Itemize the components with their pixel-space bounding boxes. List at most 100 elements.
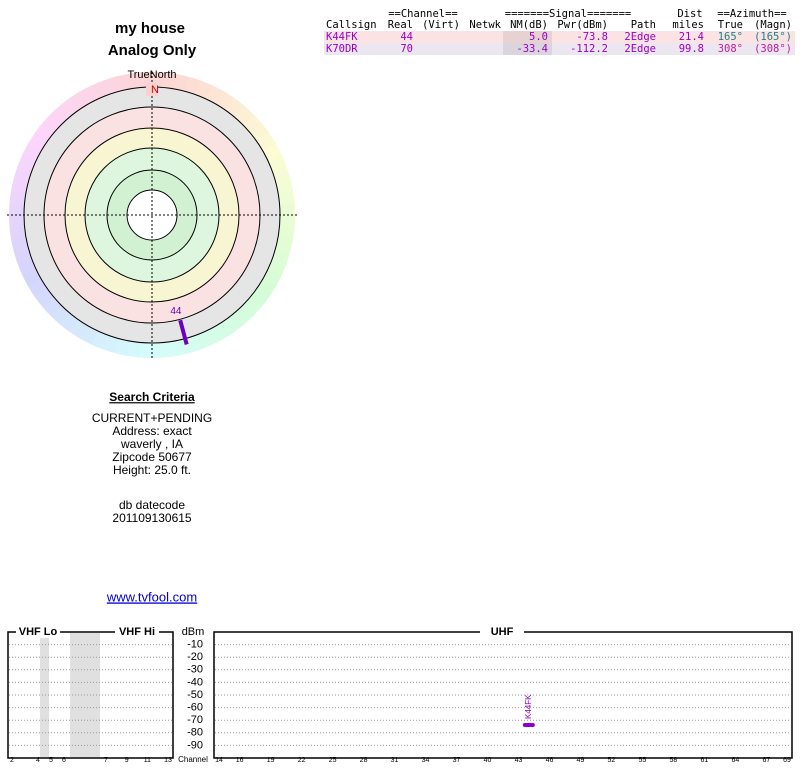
site-link[interactable]: www.tvfool.com [106, 589, 197, 604]
x-tick-label: 34 [422, 757, 430, 764]
datecode: 201109130615 [112, 511, 192, 525]
x-tick-label: 55 [639, 757, 647, 764]
gap-band [40, 633, 49, 757]
datecode-label: db datecode [119, 498, 185, 512]
x-tick-label: 19 [267, 757, 275, 764]
table-cell: -73.8 [576, 31, 608, 43]
station-label: 44 [170, 306, 182, 317]
x-tick-label: 52 [608, 757, 616, 764]
table-cell: (308°) [754, 43, 792, 55]
x-tick-label: 58 [670, 757, 678, 764]
criteria-line: waverly , IA [120, 437, 183, 451]
column-header: miles [672, 19, 704, 31]
y-axis-label: dBm [182, 626, 205, 638]
table-cell: K70DR [326, 43, 358, 55]
x-tick-label: 49 [577, 757, 585, 764]
x-tick-label: 9 [125, 757, 129, 764]
band-label-bg [16, 626, 60, 638]
y-tick-label: -80 [187, 727, 203, 739]
table-cell: 99.8 [679, 43, 704, 55]
north: N [151, 84, 159, 96]
band-label-bg [480, 626, 524, 638]
x-tick-label: 22 [298, 757, 306, 764]
row-bg [324, 43, 795, 55]
y-tick-label: -30 [187, 664, 203, 676]
x-tick-label: 11 [144, 757, 151, 764]
x-tick-label: 14 [215, 757, 223, 764]
table-cell: (165°) [754, 31, 792, 43]
band-label: VHF Hi [119, 626, 155, 638]
x-tick-label: 4 [36, 757, 40, 764]
x-tick-label: 69 [783, 757, 791, 764]
band-label: UHF [491, 626, 514, 638]
column-header: (Magn) [754, 19, 792, 31]
north-label: TrueNorth [127, 69, 176, 81]
x-tick-label: 5 [49, 757, 53, 764]
vhf-panel [7, 631, 174, 759]
table-cell: K44FK [326, 31, 358, 43]
x-tick-label: 31 [391, 757, 399, 764]
y-tick-label: -70 [187, 714, 203, 726]
x-tick-label: 43 [515, 757, 523, 764]
criteria-line: CURRENT+PENDING [92, 411, 212, 425]
column-header: Netwk [469, 19, 501, 31]
group-header: ==Azimuth== [717, 8, 787, 20]
y-tick-label: -60 [187, 702, 203, 714]
subtitle: Analog Only [108, 42, 197, 59]
title: my house [115, 20, 185, 37]
x-tick-label: 67 [762, 757, 770, 764]
x-tick-label: 46 [546, 757, 554, 764]
station-bearing [178, 319, 189, 345]
table-cell: -112.2 [570, 43, 608, 55]
group-header: Dist [677, 8, 702, 20]
x-tick-label: 25 [329, 757, 337, 764]
row-bg [324, 31, 795, 43]
table-cell: 44 [400, 31, 413, 43]
y-tick-label: -90 [187, 739, 203, 751]
x-tick-label: 28 [360, 757, 368, 764]
x-tick-label: 2 [10, 757, 14, 764]
group-header: ==Channel== [388, 8, 458, 20]
column-header: True [718, 19, 743, 31]
column-header: Real [388, 19, 413, 31]
table-cell: 70 [400, 43, 413, 55]
column-header: Callsign [326, 19, 377, 31]
group-header: =======Signal======= [505, 8, 631, 20]
y-tick-label: -40 [187, 676, 203, 688]
table-cell: 5.0 [529, 31, 548, 43]
x-tick-label: 40 [484, 757, 492, 764]
table-cell: -33.4 [516, 43, 548, 55]
table-cell: 2Edge [624, 43, 656, 55]
search-title: Search Criteria [109, 390, 195, 404]
column-header: Path [631, 19, 656, 31]
criteria-line: Zipcode 50677 [112, 450, 192, 464]
y-tick-label: -50 [187, 689, 203, 701]
x-axis-label: Channel [178, 755, 208, 764]
nm-cell-bg [503, 31, 552, 43]
x-tick-label: 37 [453, 757, 461, 764]
station-name: K44FK [524, 694, 533, 719]
column-header: (Virt) [422, 19, 460, 31]
table-cell: 165° [718, 31, 743, 43]
x-tick-label: 13 [164, 757, 172, 764]
table-cell: 21.4 [679, 31, 704, 43]
x-tick-label: 64 [731, 757, 739, 764]
x-tick-label: 6 [62, 757, 66, 764]
x-tick-label: 16 [236, 757, 244, 764]
north-bg [146, 83, 158, 96]
band-label-bg [115, 626, 159, 638]
x-tick-label: 7 [104, 757, 108, 764]
table-cell: 2Edge [624, 31, 656, 43]
band-label: VHF Lo [19, 626, 58, 638]
criteria-line: Address: exact [112, 424, 192, 438]
table-cell: 308° [718, 43, 743, 55]
column-header: Pwr(dBm) [557, 19, 608, 31]
x-tick-label: 61 [700, 757, 708, 764]
y-tick-label: -20 [187, 651, 203, 663]
nm-cell-bg [503, 43, 552, 55]
y-tick-label: -10 [187, 639, 203, 651]
criteria-line: Height: 25.0 ft. [113, 463, 191, 477]
column-header: NM(dB) [510, 19, 548, 31]
